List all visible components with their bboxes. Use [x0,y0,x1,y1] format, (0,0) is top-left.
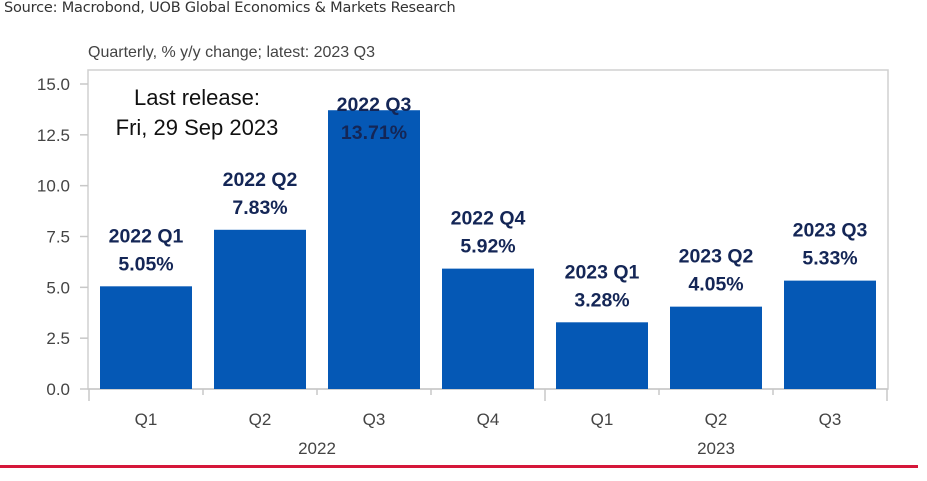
bar [328,110,420,389]
y-tick-label: 10.0 [37,177,70,196]
data-label-value: 5.92% [460,236,515,258]
bar [214,229,306,389]
bar [784,280,876,389]
y-tick-label: 2.5 [46,329,70,348]
x-tick-label: Q3 [363,410,386,429]
bar [556,322,648,389]
y-tick-label: 15.0 [37,75,70,94]
bar [670,306,762,389]
y-tick-label: 7.5 [46,228,70,247]
x-group-label: 2023 [697,439,735,458]
annotation-title: Last release: [134,85,260,110]
data-label-period: 2023 Q3 [793,220,868,242]
x-tick-label: Q2 [249,410,272,429]
data-label-value: 5.33% [802,248,857,270]
x-group-label: 2022 [298,439,336,458]
x-tick-label: Q1 [591,410,614,429]
y-tick-label: 0.0 [46,380,70,399]
data-label-value: 3.28% [574,289,629,311]
x-tick-label: Q2 [705,410,728,429]
data-label-value: 4.05% [688,274,743,296]
y-tick-label: 12.5 [37,126,70,145]
data-label-period: 2022 Q2 [223,169,298,191]
bar [100,286,192,389]
x-tick-label: Q3 [819,410,842,429]
data-label-period: 2023 Q1 [565,261,640,283]
x-tick-label: Q1 [135,410,158,429]
data-label-period: 2023 Q2 [679,246,754,268]
data-label-period: 2022 Q1 [109,225,184,247]
data-label-period: 2022 Q3 [337,94,412,116]
bar [442,268,534,389]
y-tick-label: 5.0 [46,278,70,297]
data-label-value: 5.05% [118,253,173,275]
data-label-value: 7.83% [232,197,287,219]
chart-subtitle: Quarterly, % y/y change; latest: 2023 Q3 [88,44,375,61]
data-label-period: 2022 Q4 [451,208,526,230]
data-label-value: 13.71% [341,122,407,144]
annotation-date: Fri, 29 Sep 2023 [116,115,279,140]
x-tick-label: Q4 [477,410,500,429]
footer-rule [0,465,918,468]
source-note: Source: Macrobond, UOB Global Economics … [4,0,456,16]
